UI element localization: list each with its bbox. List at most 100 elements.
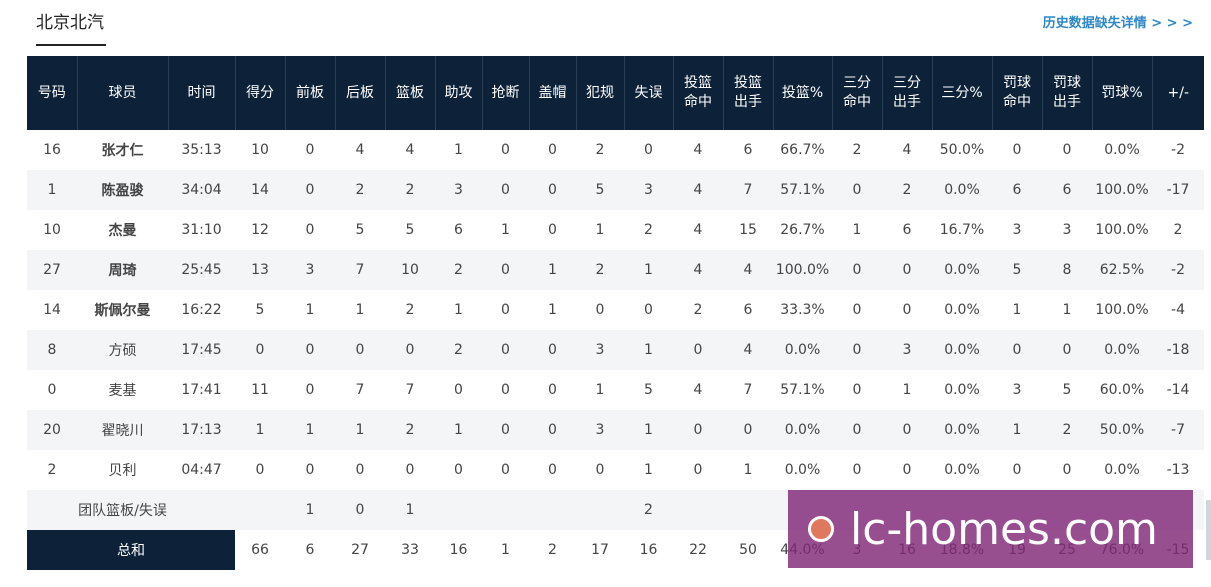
stat-cell: 17:41 xyxy=(168,370,235,410)
stat-cell: 60.0% xyxy=(1092,370,1152,410)
stat-cell: 15 xyxy=(723,210,773,250)
stat-cell: 7 xyxy=(723,170,773,210)
stat-cell: 0.0% xyxy=(773,410,832,450)
stat-cell: 0 xyxy=(335,450,385,490)
stat-cell: 04:47 xyxy=(168,450,235,490)
stat-cell: -4 xyxy=(1152,290,1204,330)
watermark-text: lc-homes.com xyxy=(850,503,1158,555)
stat-cell: 0.0% xyxy=(1092,330,1152,370)
stat-cell: 0.0% xyxy=(932,250,992,290)
stat-cell: 6 xyxy=(435,210,482,250)
column-header: 三分 命中 xyxy=(832,56,883,130)
stat-cell: 0 xyxy=(992,330,1042,370)
stat-cell: 0 xyxy=(482,410,529,450)
stat-cell: 2 xyxy=(673,290,723,330)
stat-cell: 0 xyxy=(482,370,529,410)
player-name[interactable]: 张才仁 xyxy=(77,130,168,170)
stat-cell: 20 xyxy=(27,410,77,450)
stat-cell: 1 xyxy=(27,170,77,210)
stat-cell: 1 xyxy=(235,410,285,450)
stat-cell: 0 xyxy=(882,290,932,330)
stat-cell: 10 xyxy=(27,210,77,250)
stat-cell: 16.7% xyxy=(932,210,992,250)
stat-cell: 17 xyxy=(576,530,624,570)
stat-cell: 6 xyxy=(285,530,335,570)
stat-cell: 8 xyxy=(27,330,77,370)
stat-cell: 0.0% xyxy=(1092,130,1152,170)
stat-cell: 0 xyxy=(832,250,882,290)
stat-cell: 0 xyxy=(832,450,882,490)
stat-cell: 0 xyxy=(832,370,882,410)
table-header-row: 号码 球员 时间 得分 前板 后板 篮板 助攻 抢断 盖帽 犯规 失误 投篮 命中 投篮 出手 投篮% 三分 命中三… xyxy=(27,56,1204,130)
player-name[interactable]: 翟晓川 xyxy=(77,410,168,450)
stat-cell: 2 xyxy=(1152,210,1204,250)
stat-cell: 10 xyxy=(385,250,435,290)
team-tab-beijing[interactable]: 北京北汽 xyxy=(36,10,106,46)
stat-cell: 66 xyxy=(235,530,285,570)
stat-cell: 3 xyxy=(285,250,335,290)
stat-cell: 14 xyxy=(27,290,77,330)
column-header: 投篮 命中 xyxy=(673,56,724,130)
player-name[interactable]: 方硕 xyxy=(77,330,168,370)
stat-cell: 6 xyxy=(723,290,773,330)
table-row: 27 周琦 25:45 13 3 7 10 2 0 1 2 1 4 4 100.0% 0 0 0.0% 5 8 62.5… xyxy=(27,250,1204,290)
stat-cell: 2 xyxy=(1042,410,1092,450)
stat-cell: 27 xyxy=(27,250,77,290)
player-name[interactable]: 麦基 xyxy=(77,370,168,410)
stat-cell: 2 xyxy=(385,290,435,330)
stat-cell: -2 xyxy=(1152,130,1204,170)
stat-cell: 1 xyxy=(576,370,624,410)
stat-cell: 0 xyxy=(482,250,529,290)
stat-cell: 5 xyxy=(235,290,285,330)
stat-cell: 0 xyxy=(385,450,435,490)
stat-cell: 0 xyxy=(529,410,576,450)
stat-cell: -2 xyxy=(1152,250,1204,290)
stat-cell: 3 xyxy=(992,370,1042,410)
player-name[interactable]: 周琦 xyxy=(77,250,168,290)
stat-cell: 0 xyxy=(235,330,285,370)
stat-cell: 1 xyxy=(435,290,482,330)
table-row: 1 陈盈骏 34:04 14 0 2 2 3 0 0 5 3 4 7 57.1% 0 2 0.0% 6 6 100.0%… xyxy=(27,170,1204,210)
empty-cell xyxy=(576,490,624,530)
stat-cell: 5 xyxy=(624,370,673,410)
stat-cell: 0 xyxy=(285,210,335,250)
column-header: 盖帽 xyxy=(529,56,577,130)
stat-cell: 0 xyxy=(482,170,529,210)
column-header: 罚球% xyxy=(1092,56,1153,130)
player-name[interactable]: 斯佩尔曼 xyxy=(77,290,168,330)
stat-cell: 1 xyxy=(529,250,576,290)
empty-cell xyxy=(168,490,235,530)
stat-cell: 57.1% xyxy=(773,170,832,210)
column-header: 球员 xyxy=(77,56,169,130)
stat-cell: 17:45 xyxy=(168,330,235,370)
stat-cell: 1 xyxy=(335,410,385,450)
stat-cell: 2 xyxy=(435,330,482,370)
column-header: 后板 xyxy=(335,56,386,130)
stat-cell: 0 xyxy=(576,290,624,330)
stat-cell: 1 xyxy=(576,210,624,250)
column-header: 罚球 出手 xyxy=(1042,56,1093,130)
stat-cell: 4 xyxy=(723,250,773,290)
stat-cell: 2 xyxy=(832,130,882,170)
stat-cell: -13 xyxy=(1152,450,1204,490)
stat-cell: 1 xyxy=(624,250,673,290)
stat-cell: -7 xyxy=(1152,410,1204,450)
stat-cell: 6 xyxy=(1042,170,1092,210)
stat-cell: 1 xyxy=(624,410,673,450)
stat-cell: 0 xyxy=(673,410,723,450)
stat-cell: 25:45 xyxy=(168,250,235,290)
player-name[interactable]: 杰曼 xyxy=(77,210,168,250)
stat-cell: 0 xyxy=(435,450,482,490)
history-data-missing-link[interactable]: 历史数据缺失详情 > > > xyxy=(1042,16,1193,31)
player-name[interactable]: 贝利 xyxy=(77,450,168,490)
column-header: 罚球 命中 xyxy=(992,56,1043,130)
stat-cell: 0.0% xyxy=(773,330,832,370)
stat-cell: 3 xyxy=(435,170,482,210)
stat-cell: 0 xyxy=(482,130,529,170)
scrollbar[interactable] xyxy=(1206,500,1211,560)
stat-cell: 0.0% xyxy=(932,410,992,450)
player-name[interactable]: 陈盈骏 xyxy=(77,170,168,210)
stat-cell: 1 xyxy=(385,490,435,530)
stat-cell: 4 xyxy=(673,370,723,410)
stat-cell: 4 xyxy=(673,130,723,170)
